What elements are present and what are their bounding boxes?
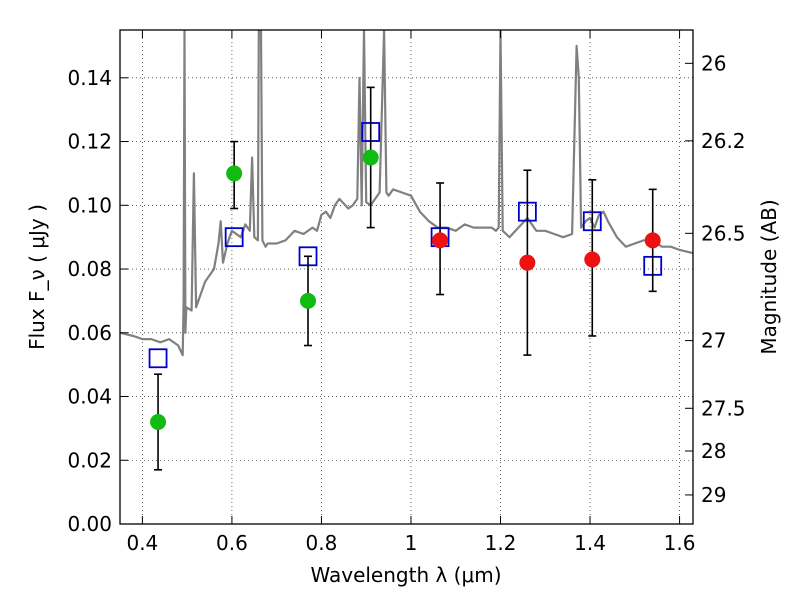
right-tick-label: 27 — [701, 329, 726, 353]
x-tick-label: 1 — [405, 531, 418, 555]
y-axis-label: Flux F_ν ( μJy ) — [25, 204, 49, 350]
right-tick-label: 26.2 — [701, 129, 746, 153]
y-tick-label: 0.12 — [67, 130, 112, 154]
photometry-point — [300, 292, 317, 309]
y-tick-label: 0.02 — [67, 448, 112, 472]
photometry-point — [584, 251, 601, 268]
y-tick-label: 0.00 — [67, 512, 112, 536]
x-tick-label: 0.6 — [216, 531, 248, 555]
y-tick-label: 0.14 — [67, 66, 112, 90]
right-tick-label: 26 — [701, 51, 726, 75]
axis-ticks: 0.4 0.6 0.8 1 1.2 1.4 1.6 0.00 0.02 0.04 0.06 0.08 0… — [67, 30, 746, 555]
x-tick-label: 0.4 — [126, 531, 158, 555]
photometry-point — [362, 149, 379, 166]
model-square-point — [148, 348, 168, 369]
x-tick-label: 0.8 — [306, 531, 338, 555]
x-tick-label: 1.2 — [485, 531, 517, 555]
photometry-point — [432, 232, 449, 249]
right-tick-label: 28 — [701, 439, 726, 463]
y-tick-label: 0.10 — [67, 193, 112, 217]
right-tick-label: 27.5 — [701, 396, 746, 420]
right-axis-label: Magnitude (AB) — [757, 199, 781, 354]
photometry-point — [150, 414, 167, 431]
y-tick-label: 0.06 — [67, 321, 112, 345]
x-tick-label: 1.6 — [664, 531, 696, 555]
x-axis-label: Wavelength λ (μm) — [310, 563, 501, 587]
y-tick-label: 0.08 — [67, 257, 112, 281]
photometry-point — [519, 254, 536, 271]
model-square-point — [224, 227, 244, 248]
y-tick-label: 0.04 — [67, 385, 112, 409]
spectrum-line — [120, 30, 693, 357]
photometry-point — [226, 165, 243, 182]
plot-frame — [119, 29, 694, 525]
x-tick-label: 1.4 — [574, 531, 606, 555]
photometry-point — [644, 232, 661, 249]
plot-area — [120, 30, 693, 471]
right-tick-label: 29 — [701, 483, 726, 507]
right-tick-label: 26.5 — [701, 221, 746, 245]
grid-lines — [120, 30, 693, 525]
